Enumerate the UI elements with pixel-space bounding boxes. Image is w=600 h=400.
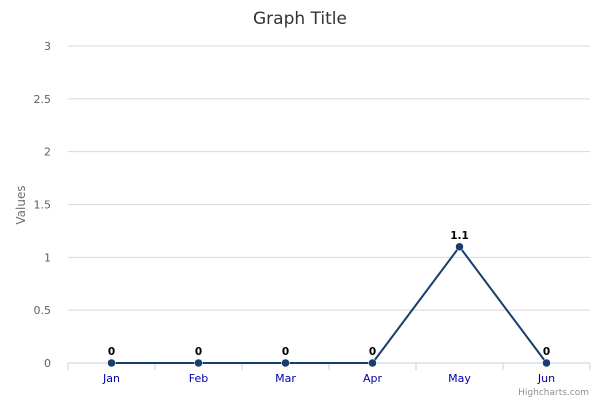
data-label: 0 (543, 346, 550, 358)
series-line (111, 245, 548, 364)
y-tick-label: 2.5 (34, 93, 52, 106)
data-point[interactable] (281, 358, 290, 368)
x-tick-label: Jun (537, 372, 555, 385)
x-axis-ticks: Jan Feb Mar Apr May Jun (67, 363, 591, 385)
data-label: 0 (108, 346, 115, 358)
data-label: 0 (282, 346, 289, 358)
credits-link[interactable]: Highcharts.com (518, 388, 589, 398)
y-tick-label: 1 (44, 251, 51, 264)
y-tick-label: 2 (44, 146, 51, 159)
y-tick-label: 0 (44, 357, 51, 370)
y-tick-label: 3 (44, 40, 51, 53)
data-point[interactable] (107, 358, 116, 368)
data-label: 0 (195, 346, 202, 358)
grid-lines (68, 45, 590, 311)
x-tick-label: Jan (102, 372, 120, 385)
data-labels: 0 0 0 0 1.1 0 (108, 230, 550, 358)
series-line-path (111, 245, 548, 364)
y-axis-label: Values (14, 185, 28, 224)
data-label: 1.1 (450, 230, 469, 242)
x-tick-label: Mar (275, 372, 296, 385)
chart-title: Graph Title (253, 9, 347, 29)
data-point[interactable] (455, 242, 464, 252)
y-tick-label: 0.5 (34, 304, 52, 317)
data-point[interactable] (368, 358, 377, 368)
x-tick-label: Apr (363, 372, 383, 385)
x-tick-label: May (448, 372, 471, 385)
y-tick-label: 1.5 (34, 199, 52, 212)
data-point[interactable] (194, 358, 203, 368)
data-point[interactable] (542, 358, 551, 368)
y-axis-ticks: 0 0.5 1 1.5 2 2.5 3 (34, 40, 52, 370)
data-points (107, 242, 551, 368)
data-label: 0 (369, 346, 376, 358)
x-tick-label: Feb (189, 372, 208, 385)
